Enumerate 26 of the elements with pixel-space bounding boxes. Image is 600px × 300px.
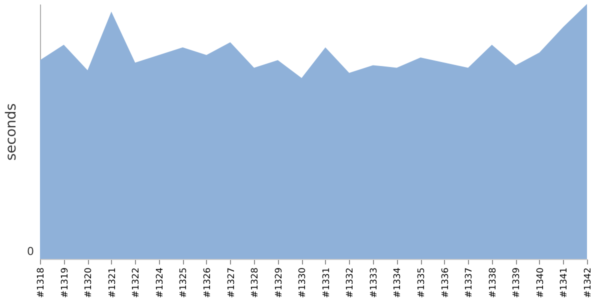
x-tick-label: #1320 <box>84 267 94 298</box>
x-tick-label: #1335 <box>417 268 428 298</box>
x-tick-label: #1328 <box>250 267 261 298</box>
x-tick-label: #1333 <box>369 268 380 298</box>
x-tick-label: #1329 <box>274 267 284 298</box>
x-tick-label: #1342 <box>584 268 594 298</box>
x-tick-label: #1337 <box>464 268 475 298</box>
x-tick-label: #1334 <box>393 267 404 298</box>
x-tick-label: #1325 <box>179 268 190 298</box>
x-tick-label: #1322 <box>132 268 142 298</box>
x-tick-label: #1321 <box>108 268 118 298</box>
x-tick-label: #1332 <box>346 268 356 298</box>
x-tick-label: #1341 <box>560 268 570 298</box>
x-tick-label: #1326 <box>202 267 213 298</box>
x-tick-label: #1331 <box>322 268 332 298</box>
x-tick-label: #1319 <box>60 267 70 298</box>
x-tick-label: #1336 <box>440 267 451 298</box>
x-tick-label: #1318 <box>36 267 46 298</box>
text: 0 <box>27 245 34 258</box>
y-axis-title: seconds <box>4 103 20 161</box>
x-tick-label: #1327 <box>226 268 237 298</box>
x-tick-label: #1339 <box>512 267 522 298</box>
x-tick-label: #1330 <box>298 267 308 298</box>
x-tick-label: #1340 <box>536 267 546 298</box>
x-tick-label: #1338 <box>488 267 498 298</box>
x-tick-label: #1324 <box>155 267 166 298</box>
